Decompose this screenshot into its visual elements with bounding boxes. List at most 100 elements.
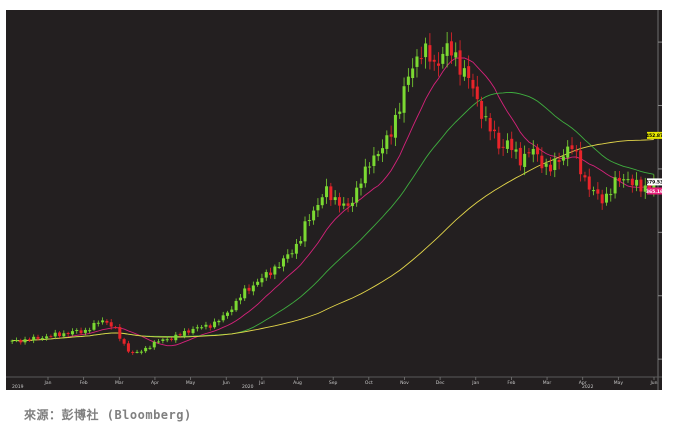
- candle-body: [368, 166, 372, 168]
- candle-body: [14, 340, 18, 342]
- x-month-label: Sep: [329, 380, 338, 386]
- x-year-label: 2022: [582, 384, 594, 390]
- candle-body: [230, 309, 234, 313]
- candle-body: [174, 334, 178, 341]
- candle-body: [527, 152, 531, 154]
- x-month-label: May: [186, 380, 196, 386]
- candle-body: [350, 202, 354, 207]
- x-month-label: Dec: [436, 380, 445, 386]
- candle-body: [359, 183, 363, 188]
- candle-body: [355, 187, 359, 203]
- candle-body: [290, 253, 294, 255]
- candle-body: [635, 179, 639, 186]
- candle-body: [557, 159, 561, 162]
- candle-body: [583, 175, 587, 178]
- price-badge-label: 452.87: [646, 133, 662, 139]
- candle-body: [488, 117, 492, 132]
- candle-body: [363, 166, 367, 184]
- candle-body: [152, 341, 156, 348]
- candle-body: [161, 339, 165, 341]
- candle-body: [553, 158, 557, 171]
- candle-body: [458, 50, 462, 75]
- candle-body: [182, 331, 186, 336]
- candle-body: [256, 281, 260, 285]
- candle-body: [570, 145, 574, 150]
- candle-body: [204, 324, 208, 327]
- candle-body: [561, 156, 565, 161]
- price-badge-label: 379.53: [646, 180, 662, 186]
- candle-body: [514, 149, 518, 152]
- candle-body: [238, 297, 242, 301]
- candle-body: [118, 327, 122, 339]
- candle-body: [109, 322, 113, 327]
- price-badge-label: 365.16: [646, 189, 662, 195]
- candle-body: [157, 341, 161, 343]
- candle-body: [402, 86, 406, 113]
- candle-body: [381, 148, 385, 154]
- candle-body: [445, 43, 449, 56]
- candle-body: [105, 320, 109, 323]
- candle-body: [79, 330, 83, 334]
- candle-body: [247, 287, 251, 291]
- candle-body: [337, 197, 341, 206]
- x-month-label: Mar: [115, 380, 124, 386]
- candle-body: [165, 339, 169, 341]
- candle-body: [299, 240, 303, 244]
- candle-body: [643, 185, 647, 192]
- candle-body: [191, 328, 195, 334]
- candle-body: [505, 140, 509, 149]
- candle-body: [281, 258, 285, 267]
- candle-body: [264, 272, 268, 278]
- candle-body: [342, 203, 346, 206]
- candle-body: [148, 347, 152, 349]
- x-month-label: Apr: [579, 380, 587, 386]
- candle-body: [45, 336, 49, 339]
- candle-body: [604, 193, 608, 203]
- x-year-label: 2020: [242, 384, 254, 390]
- candle-body: [200, 327, 204, 329]
- candle-body: [62, 333, 66, 337]
- x-month-label: Jun: [222, 380, 230, 386]
- x-month-label: Feb: [80, 380, 88, 386]
- candle-body: [139, 351, 143, 353]
- candle-body: [462, 68, 466, 77]
- candle-body: [70, 331, 74, 335]
- candle-body: [492, 129, 497, 132]
- candle-body: [126, 343, 130, 352]
- candle-body: [75, 330, 79, 332]
- x-month-label: Jul: [258, 380, 264, 386]
- candle-body: [269, 272, 273, 276]
- candle-body: [372, 155, 376, 166]
- candle-body: [312, 210, 316, 221]
- moving-average-line-2: [12, 91, 654, 342]
- candle-body: [398, 111, 402, 114]
- candle-body: [303, 221, 307, 242]
- candle-body: [579, 150, 583, 175]
- price-badge: [647, 178, 662, 186]
- candle-body: [66, 332, 70, 335]
- candle-body: [574, 150, 578, 152]
- candle-body: [131, 351, 135, 353]
- candle-body: [92, 322, 96, 330]
- candle-body: [187, 330, 191, 333]
- candle-body: [596, 189, 600, 194]
- candle-body: [27, 339, 31, 341]
- candle-body: [169, 338, 174, 340]
- candle-body: [540, 155, 544, 169]
- candle-body: [195, 327, 199, 329]
- candle-body: [510, 138, 514, 151]
- price-chart: 100200300400500600JanFebMarAprMayJunJulA…: [6, 10, 662, 390]
- candle-body: [536, 147, 540, 155]
- candle-body: [53, 332, 57, 337]
- candle-body: [385, 135, 389, 149]
- candle-body: [544, 163, 548, 167]
- candle-body: [518, 147, 522, 166]
- candle-body: [49, 336, 53, 338]
- candle-body: [346, 203, 350, 206]
- candle-body: [475, 86, 479, 100]
- candle-body: [10, 340, 14, 342]
- candle-body: [32, 336, 36, 341]
- candle-body: [135, 351, 139, 353]
- candle-body: [273, 266, 277, 275]
- candle-body: [325, 186, 329, 198]
